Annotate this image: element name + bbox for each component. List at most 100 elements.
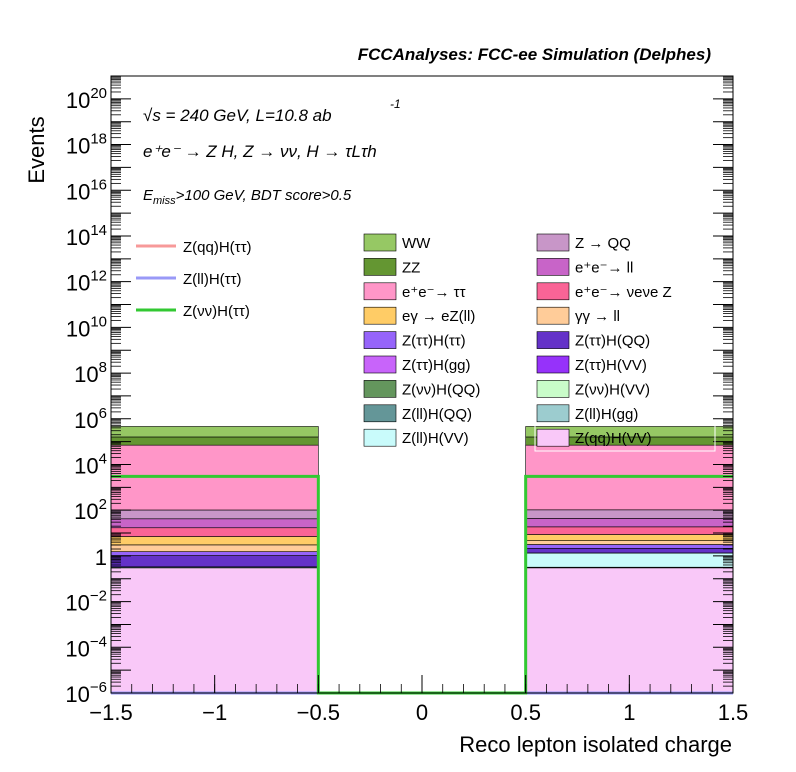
legend-label: Z(νν)H(ττ) <box>183 303 250 320</box>
y-tick-exponent: 20 <box>90 85 107 102</box>
legend-label: ZZ <box>402 259 420 276</box>
bar-ww-bin-0 <box>110 426 319 438</box>
legend-swatch-z-qq-h-vv <box>536 428 570 447</box>
legend-label: γγ → ll <box>575 308 620 325</box>
y-tick-base: 10 <box>66 225 90 250</box>
y-tick-exponent: 18 <box>90 131 107 148</box>
y-tick-exponent: −6 <box>90 679 107 696</box>
y-tick-base: 10 <box>66 134 90 159</box>
x-tick-label: 1 <box>623 700 635 725</box>
y-tick-label: 1020 <box>66 85 107 113</box>
legend-label: Z(qq)H(ττ) <box>183 239 252 256</box>
legend-label: Z(ττ)H(VV) <box>575 357 647 374</box>
legend-swatch-z-h-qq <box>363 380 397 398</box>
y-tick-label: 108 <box>74 359 107 387</box>
y-tick-label: 1014 <box>66 222 107 250</box>
chart-title: FCCAnalyses: FCC-ee Simulation (Delphes) <box>358 45 712 64</box>
legend-swatch-z-ll-h-qq <box>363 404 397 423</box>
y-tick-base: 10 <box>74 499 98 524</box>
cut-subscript: miss <box>153 195 176 207</box>
legend-swatch-z-qq <box>536 233 570 252</box>
bar-e-e-e-e-z-bin-0 <box>110 527 319 537</box>
y-tick-label: 10−4 <box>65 633 107 661</box>
legend-swatch-e-e-ll <box>536 258 570 276</box>
y-tick-label: 1012 <box>66 268 107 296</box>
y-tick-base: 10 <box>66 316 90 341</box>
bar-e-e-ll-bin-1 <box>525 518 734 528</box>
legend-label: Z(ll)H(gg) <box>575 406 638 423</box>
legend-label: e⁺e⁻→ νeνe Z <box>575 284 672 301</box>
y-tick-base: 10 <box>66 179 90 204</box>
y-tick-base: 10 <box>74 362 98 387</box>
legend-swatch-z-ll-h-gg <box>536 404 570 423</box>
cut-rest: >100 GeV, BDT score>0.5 <box>176 187 352 204</box>
legend-frame <box>534 424 716 452</box>
bar-z-h-qq-bin-0 <box>110 555 319 568</box>
bar-e-ez-ll-bin-0 <box>110 536 319 546</box>
y-tick-label: 10−6 <box>65 679 107 707</box>
legend-signal: Z(qq)H(ττ) Z(ll)H(ττ) Z(νν)H(ττ) <box>136 239 252 320</box>
bar-ll-bin-1 <box>525 540 734 545</box>
bar-e-e-e-e-z-bin-1 <box>525 526 734 535</box>
y-tick-exponent: 14 <box>90 222 107 239</box>
y-tick-label: 102 <box>74 496 107 524</box>
x-tick-label: 1.5 <box>718 700 749 725</box>
y-tick-exponent: 8 <box>99 359 107 376</box>
y-tick-exponent: 4 <box>99 450 107 467</box>
bar-z-qq-bin-0 <box>110 509 319 520</box>
legend-swatch-z-h <box>363 331 397 349</box>
bar-zz-bin-0 <box>110 436 319 446</box>
legend-label: Z → QQ <box>575 235 631 252</box>
legend-label: Z(ll)H(QQ) <box>402 406 472 423</box>
x-axis: −1.5 −1 −0.5 0 0.5 1 1.5 <box>89 675 748 725</box>
y-tick-base: 10 <box>66 88 90 113</box>
legend-swatch-e-ez-ll <box>363 306 397 325</box>
bar-e-ez-ll-bin-1 <box>525 534 734 541</box>
y-axis: 10−610−410−21102104106108101010121014101… <box>65 75 733 707</box>
y-tick-label: 10−2 <box>65 588 107 616</box>
y-tick-base: 10 <box>65 682 89 707</box>
legend-swatch-z-h-vv <box>536 380 570 398</box>
y-tick-label: 1016 <box>66 176 107 204</box>
bar-z-qq-h-vv-bin-0 <box>110 567 319 694</box>
legend-label: Z(ττ)H(QQ) <box>575 333 650 350</box>
y-tick-exponent: 2 <box>99 496 107 513</box>
bar-z-ll-h-vv-bin-1 <box>525 552 734 568</box>
legend-label: eγ → eZ(ll) <box>402 308 475 325</box>
bar-z-qq-h-vv-bin-1 <box>525 567 734 694</box>
y-tick-exponent: 10 <box>90 313 107 330</box>
y-tick-label: 1018 <box>66 131 107 159</box>
y-tick-exponent: −4 <box>90 633 107 650</box>
bar-ll-bin-0 <box>110 544 319 552</box>
x-axis-label: Reco lepton isolated charge <box>459 732 732 757</box>
y-tick-exponent: 12 <box>90 268 107 285</box>
y-tick-label: 106 <box>74 405 107 433</box>
legend-label: Z(ττ)H(gg) <box>402 357 471 374</box>
y-tick-exponent: 16 <box>90 176 107 193</box>
legend-swatch-z-h-qq <box>536 331 570 349</box>
x-tick-label: 0 <box>416 700 428 725</box>
y-tick-base: 10 <box>74 408 98 433</box>
bar-z-h-bin-1 <box>525 544 734 549</box>
legend-swatch-zz <box>363 258 397 276</box>
legend-swatch-z-ll-h-vv <box>363 428 397 447</box>
legend-label: Z(qq)H(VV) <box>575 430 652 447</box>
energy-annotation: √s = 240 GeV, L=10.8 ab <box>143 106 332 125</box>
bar-z-h-qq-bin-1 <box>525 547 734 554</box>
energy-exponent: -1 <box>390 97 401 111</box>
y-tick-base: 10 <box>74 453 98 478</box>
legend-label: e⁺e⁻→ ττ <box>402 284 466 301</box>
y-tick-label: 1 <box>95 545 107 570</box>
legend-swatch-e-e-e-e-z <box>536 282 570 301</box>
y-tick-label: 1010 <box>66 313 107 341</box>
x-tick-label: −1.5 <box>89 700 132 725</box>
legend-label: Z(νν)H(QQ) <box>402 381 480 398</box>
process-annotation: e⁺e⁻ → Z H, Z → νν, H → τLτh <box>143 142 377 161</box>
cut-prefix: E <box>143 187 154 204</box>
y-tick-base: 10 <box>65 636 89 661</box>
legend-swatch-ll <box>536 306 570 325</box>
y-tick-exponent: 6 <box>99 405 107 422</box>
legend-label: Z(ll)H(ττ) <box>183 271 242 288</box>
y-tick-exponent: −2 <box>90 588 107 605</box>
